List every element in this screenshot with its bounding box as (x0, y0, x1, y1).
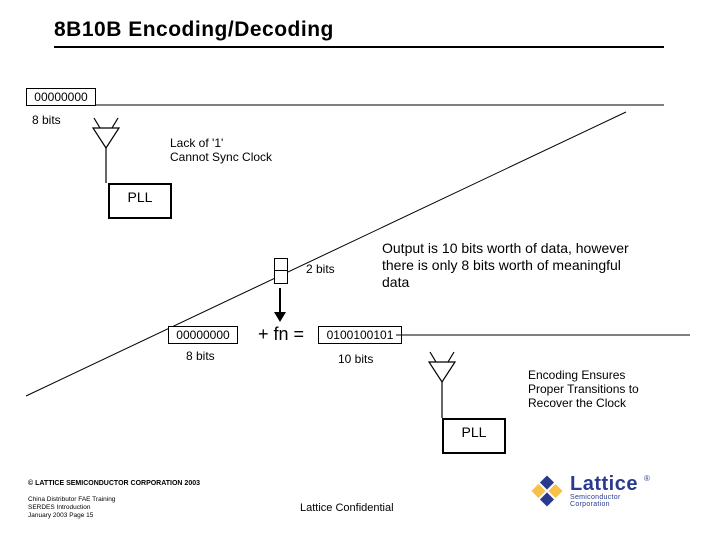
encoding-ensures-text: Encoding Ensures Proper Transitions to R… (528, 368, 639, 410)
registered-icon: ® (644, 474, 650, 483)
footer-confidential: Lattice Confidential (300, 502, 394, 514)
footer-line3: January 2003 Page 15 (28, 512, 93, 519)
enc-line1: Encoding Ensures (528, 368, 625, 382)
footer-line2: SERDES Introduction (28, 504, 91, 511)
lattice-logo: Lattice Semiconductor Corporation ® (530, 474, 690, 520)
pll-box-bottom: PLL (442, 418, 506, 454)
logo-text: Lattice Semiconductor Corporation (570, 474, 638, 508)
funnel-bottom (0, 0, 720, 540)
enc-line2: Proper Transitions to (528, 382, 639, 396)
logo-sub1: Semiconductor (570, 494, 638, 501)
slide: 8B10B Encoding/Decoding 00000000 8 bits … (0, 0, 720, 540)
enc-line3: Recover the Clock (528, 396, 626, 410)
footer-copyright: © LATTICE SEMICONDUCTOR CORPORATION 2003 (28, 480, 200, 487)
footer-line1: China Distributor FAE Training (28, 496, 115, 503)
logo-brand: Lattice (570, 474, 638, 494)
footer-lines: China Distributor FAE Training SERDES In… (28, 496, 115, 520)
logo-mark-icon (530, 474, 564, 508)
logo-sub2: Corporation (570, 501, 638, 508)
